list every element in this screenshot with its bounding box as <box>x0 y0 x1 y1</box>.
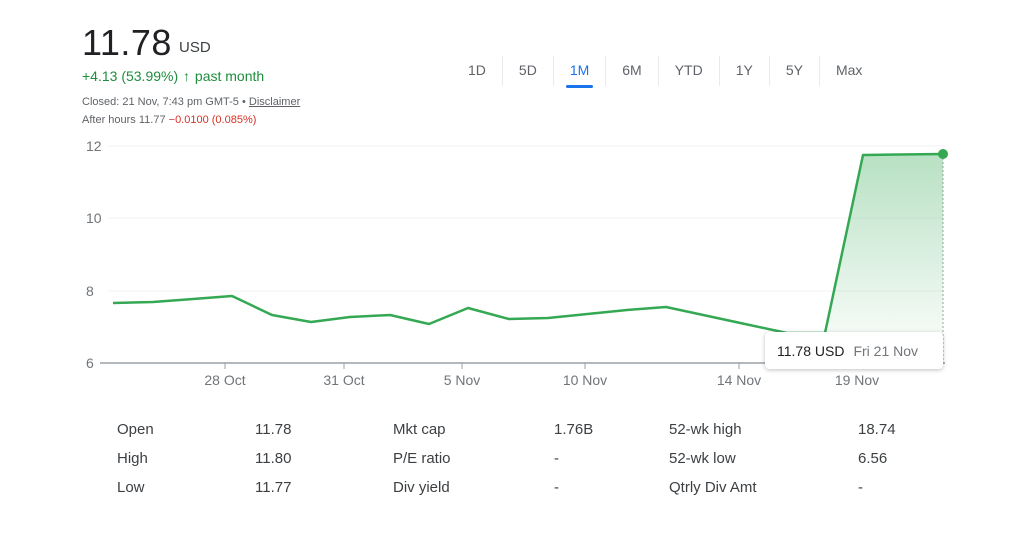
stat-value: - <box>554 479 559 496</box>
y-tick-12: 12 <box>86 138 102 154</box>
stat-label: High <box>117 450 148 467</box>
tab-1d[interactable]: 1D <box>452 56 503 86</box>
x-tick-label: 5 Nov <box>443 372 481 388</box>
closed-time: Closed: 21 Nov, 7:43 pm GMT-5 • <box>82 96 246 108</box>
after-hours-price: After hours 11.77 <box>82 114 166 126</box>
stat-value: - <box>858 479 863 496</box>
current-point-marker <box>938 149 948 159</box>
price-value: 11.78 <box>82 22 172 63</box>
tab-1m[interactable]: 1M <box>554 56 607 88</box>
stat-value: 11.78 <box>255 421 292 438</box>
x-tick-label: 28 Oct <box>204 372 246 388</box>
stat-label: Open <box>117 421 154 438</box>
tooltip-date: Fri 21 Nov <box>853 342 919 359</box>
stat-label: Mkt cap <box>393 421 446 438</box>
y-tick-8: 8 <box>86 283 94 299</box>
tab-1y[interactable]: 1Y <box>720 56 770 86</box>
stat-value: 11.80 <box>255 450 292 467</box>
tooltip-value: 11.78 USD <box>777 342 845 359</box>
stat-value: 6.56 <box>858 450 888 467</box>
price-line <box>112 152 944 335</box>
x-tick-label: 19 Nov <box>834 372 880 388</box>
price-change: +4.13 (53.99%) ↑ past month <box>82 68 264 84</box>
stat-value: - <box>554 450 559 467</box>
disclaimer-link[interactable]: Disclaimer <box>248 96 301 108</box>
tab-5d[interactable]: 5D <box>503 56 554 86</box>
area-fill <box>825 154 943 363</box>
stat-value: 18.74 <box>858 421 896 438</box>
tab-ytd[interactable]: YTD <box>659 56 720 86</box>
range-tabs: 1D 5D 1M 6M YTD 1Y 5Y Max <box>452 56 878 88</box>
stat-label: 52-wk low <box>669 450 736 467</box>
stat-label: Div yield <box>393 479 450 496</box>
y-tick-6: 6 <box>86 355 94 371</box>
after-hours-info: After hours 11.77 −0.0100 (0.085%) <box>82 114 256 126</box>
tab-max[interactable]: Max <box>835 62 863 78</box>
x-tick-label: 14 Nov <box>716 372 762 388</box>
x-tick-label: 31 Oct <box>323 372 365 388</box>
y-tick-10: 10 <box>86 210 102 226</box>
stat-label: Low <box>117 479 145 496</box>
change-period: past month <box>194 68 265 84</box>
stat-label: P/E ratio <box>393 450 451 467</box>
tab-6m[interactable]: 6M <box>606 56 659 86</box>
change-amount: +4.13 (53.99%) <box>82 68 179 84</box>
currency-label: USD <box>179 39 211 56</box>
x-tick-label: 10 Nov <box>562 372 608 388</box>
stat-value: 11.77 <box>255 479 292 496</box>
tab-5y[interactable]: 5Y <box>770 56 820 86</box>
stat-value: 1.76B <box>554 421 594 438</box>
stat-label: 52-wk high <box>669 421 742 438</box>
arrow-up-icon: ↑ <box>183 68 191 84</box>
closed-info: Closed: 21 Nov, 7:43 pm GMT-5 • Disclaim… <box>82 96 300 108</box>
x-ticks <box>224 363 858 369</box>
after-hours-change: −0.0100 (0.085%) <box>168 114 257 126</box>
chart-tooltip: 11.78 USD Fri 21 Nov <box>765 332 943 369</box>
stat-label: Qtrly Div Amt <box>669 479 757 496</box>
grid-lines <box>108 145 945 292</box>
